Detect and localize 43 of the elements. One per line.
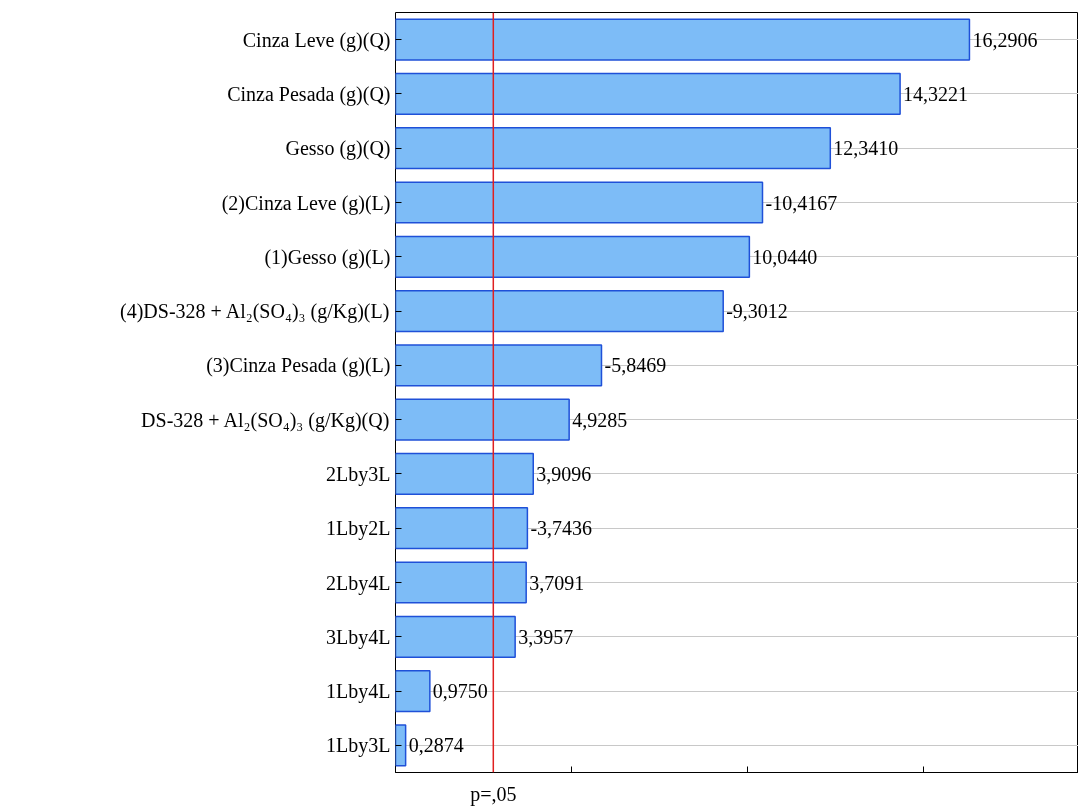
bar <box>395 507 529 550</box>
bar <box>395 344 603 387</box>
bar <box>395 561 527 604</box>
data-label: -5,8469 <box>604 354 667 377</box>
bar <box>395 669 431 713</box>
y-tick-label: (3)Cinza Pesada (g)(L) <box>206 354 391 378</box>
bar <box>395 235 751 278</box>
bar <box>395 615 516 658</box>
y-tick-label: Gesso (g)(Q) <box>285 137 391 161</box>
bar <box>395 398 570 441</box>
data-label: 3,9096 <box>536 462 592 485</box>
y-tick-label: 2Lby3L <box>326 462 391 486</box>
data-label: -9,3012 <box>726 300 788 323</box>
bar <box>395 127 832 170</box>
data-label: 4,9285 <box>572 408 628 431</box>
y-tick-label: 2Lby4L <box>326 571 391 595</box>
data-label: 0,9750 <box>432 680 488 703</box>
data-label: 14,3221 <box>903 82 969 105</box>
data-label: 10,0440 <box>752 245 818 268</box>
data-label: 12,3410 <box>833 137 899 160</box>
data-label: 3,7091 <box>529 571 585 594</box>
bar <box>395 72 901 116</box>
bar <box>395 452 534 496</box>
y-tick-label: (2)Cinza Leve (g)(L) <box>221 191 391 215</box>
y-tick-label: 1Lby2L <box>326 517 391 541</box>
y-tick-label: Cinza Leve (g)(Q) <box>242 28 391 52</box>
bar <box>395 181 764 224</box>
data-label: -10,4167 <box>765 191 838 214</box>
ref-line-label: p=,05 <box>470 782 517 806</box>
y-tick-label: DS-328 + Al₂(SO₄)₃ (g/Kg)(Q) <box>141 408 390 432</box>
data-label: -3,7436 <box>530 517 593 540</box>
data-label: 0,2874 <box>408 734 464 757</box>
y-tick-label: 1Lby4L <box>326 680 391 704</box>
bar <box>395 289 724 333</box>
y-tick-label: (4)DS-328 + Al₂(SO₄)₃ (g/Kg)(L) <box>120 300 390 324</box>
data-label: 3,3957 <box>518 625 574 648</box>
y-tick-label: (1)Gesso (g)(L) <box>264 245 391 269</box>
data-label: 16,2906 <box>972 28 1038 51</box>
bar <box>395 18 971 61</box>
y-tick-label: 3Lby4L <box>326 625 391 649</box>
bar <box>395 724 407 767</box>
y-tick-label: Cinza Pesada (g)(Q) <box>227 82 391 106</box>
y-tick-label: 1Lby3L <box>326 734 391 758</box>
